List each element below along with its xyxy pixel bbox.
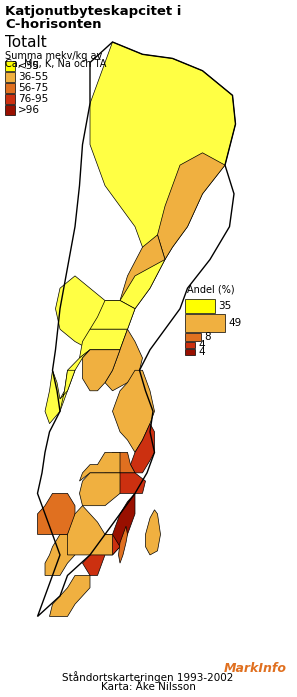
Polygon shape — [90, 42, 236, 268]
Text: Totalt: Totalt — [5, 35, 47, 50]
Bar — [5, 72, 15, 82]
Text: C-horisonten: C-horisonten — [5, 18, 102, 31]
Polygon shape — [146, 510, 160, 555]
Bar — [5, 94, 15, 104]
Text: >96: >96 — [18, 105, 40, 115]
Text: Katjonutbyteskapcitet i: Katjonutbyteskapcitet i — [5, 5, 181, 18]
Polygon shape — [105, 329, 143, 391]
Text: 4: 4 — [198, 347, 205, 357]
Bar — [185, 342, 195, 348]
Polygon shape — [45, 370, 75, 424]
Bar — [185, 314, 225, 332]
Polygon shape — [56, 350, 90, 411]
Polygon shape — [50, 576, 90, 616]
Text: <35: <35 — [18, 61, 40, 71]
Polygon shape — [80, 329, 127, 358]
Polygon shape — [45, 535, 75, 576]
Text: Andel (%): Andel (%) — [187, 285, 235, 295]
Text: Karta: Åke Nilsson: Karta: Åke Nilsson — [101, 682, 195, 692]
Text: 56-75: 56-75 — [18, 83, 48, 93]
Text: 8: 8 — [204, 332, 211, 342]
Polygon shape — [83, 535, 120, 576]
Polygon shape — [105, 452, 135, 473]
Bar — [5, 83, 15, 93]
Bar — [5, 105, 15, 115]
Text: 35: 35 — [218, 301, 231, 311]
Polygon shape — [120, 473, 146, 493]
Text: Ståndortskarteringen 1993-2002: Ståndortskarteringen 1993-2002 — [62, 671, 234, 683]
Polygon shape — [83, 350, 120, 391]
Polygon shape — [157, 153, 225, 259]
Polygon shape — [120, 259, 165, 309]
Polygon shape — [113, 370, 154, 452]
Bar — [185, 349, 195, 355]
Polygon shape — [67, 506, 113, 555]
Text: Ca, Mg, K, Na och TA: Ca, Mg, K, Na och TA — [5, 59, 106, 69]
Polygon shape — [113, 493, 135, 555]
Text: MarkInfo: MarkInfo — [224, 662, 287, 675]
Text: 49: 49 — [228, 318, 241, 328]
Text: 4: 4 — [198, 340, 205, 350]
Polygon shape — [80, 473, 127, 506]
Bar — [5, 61, 15, 71]
Text: Summa mekv/kg av: Summa mekv/kg av — [5, 51, 102, 61]
Polygon shape — [80, 452, 120, 481]
Polygon shape — [90, 300, 135, 329]
Polygon shape — [119, 526, 127, 563]
Bar — [185, 299, 215, 313]
Polygon shape — [120, 235, 165, 309]
Polygon shape — [37, 493, 75, 535]
Text: 36-55: 36-55 — [18, 72, 48, 82]
Polygon shape — [130, 424, 154, 473]
Polygon shape — [56, 276, 135, 350]
Text: 76-95: 76-95 — [18, 94, 48, 104]
Bar — [185, 333, 201, 341]
